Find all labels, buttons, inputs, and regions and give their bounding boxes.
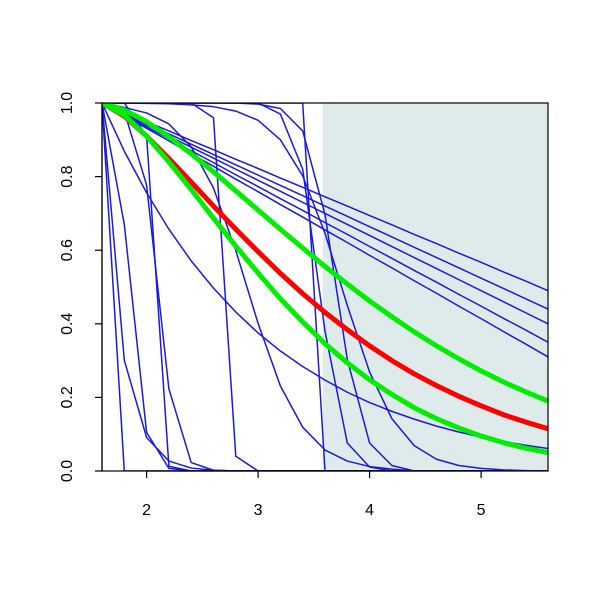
plot-area: [102, 103, 548, 471]
y-tick-label: 0.8: [59, 165, 76, 187]
series-line: [102, 103, 548, 471]
series-line: [102, 103, 548, 471]
series-line: [102, 103, 548, 432]
y-tick-label: 0.0: [59, 460, 76, 482]
series-line: [102, 103, 548, 471]
series-line: [102, 103, 548, 471]
y-tick-label: 1.0: [59, 92, 76, 114]
series-line: [102, 103, 548, 292]
series-line: [102, 103, 548, 471]
x-tick-label: 4: [365, 502, 374, 519]
series-line: [102, 103, 548, 456]
series-line: [102, 103, 548, 310]
y-tick-label: 0.6: [59, 239, 76, 261]
y-tick-label: 0.2: [59, 386, 76, 408]
series-line: [102, 103, 548, 471]
x-tick-label: 3: [254, 502, 263, 519]
y-tick-label: 0.4: [59, 313, 76, 335]
series-line: [102, 103, 548, 404]
series-line: [102, 103, 548, 471]
x-tick-label: 5: [477, 502, 486, 519]
x-tick-label: 2: [142, 502, 151, 519]
series-line: [102, 103, 548, 471]
